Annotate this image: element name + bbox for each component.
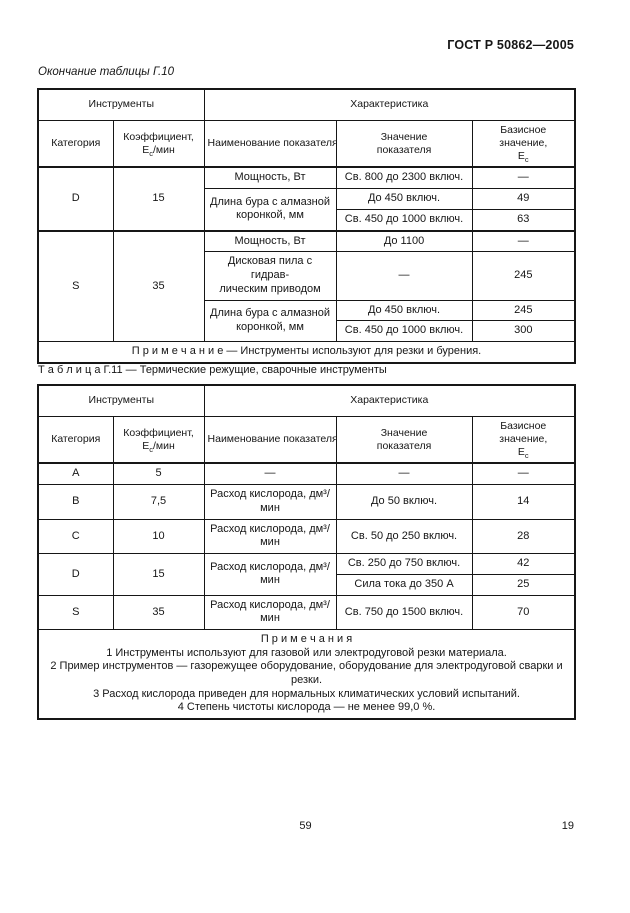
table-cell: 15 bbox=[112, 166, 205, 232]
header-base-value: Базисное значение, Ес bbox=[471, 120, 576, 169]
table-cell: — bbox=[335, 251, 473, 301]
table-g10-body: D 15 Мощность, Вт Св. 800 до 2300 включ. — Дл… bbox=[37, 166, 576, 364]
table-cell: Расход кислорода, дм³/мин bbox=[203, 553, 337, 596]
table-cell: — bbox=[203, 462, 337, 486]
table-cell: Св. 450 до 1000 включ. bbox=[335, 320, 473, 343]
table-g10: Инструменты Характеристика Категория Коэ… bbox=[37, 88, 577, 364]
table-cell: 63 bbox=[471, 208, 576, 232]
table-cell: 28 bbox=[471, 518, 576, 555]
doc-number: ГОСТ Р 50862—2005 bbox=[447, 38, 574, 52]
table-cell: Св. 750 до 1500 включ. bbox=[335, 594, 473, 631]
table-cell: 35 bbox=[112, 594, 205, 631]
coefficient-unit: Ес/мин bbox=[142, 439, 175, 454]
table-cell: S bbox=[37, 594, 114, 631]
table-g11: Инструменты Характеристика Категория Коэ… bbox=[37, 384, 577, 720]
table-cell: — bbox=[471, 166, 576, 190]
table-cell: 10 bbox=[112, 518, 205, 555]
table-g10-continuation-caption: Окончание таблицы Г.10 bbox=[38, 66, 175, 78]
base-value-label: Базисное значение, bbox=[499, 124, 548, 150]
table-cell: Св. 50 до 250 включ. bbox=[335, 518, 473, 555]
header-characteristic: Характеристика bbox=[203, 88, 576, 121]
table-cell: 15 bbox=[112, 553, 205, 596]
table-g11-caption: Т а б л и ц а Г.11 — Термические режущие… bbox=[38, 364, 387, 376]
base-value-symbol: Ес bbox=[517, 446, 529, 461]
table-cell: Расход кислорода, дм³/мин bbox=[203, 518, 337, 555]
table-cell: Св. 450 до 1000 включ. bbox=[335, 208, 473, 232]
value-label-line2: показателя bbox=[376, 439, 432, 452]
header-base-value: Базисное значение, Ес bbox=[471, 416, 576, 465]
table-cell: 245 bbox=[471, 299, 576, 322]
page-number-center: 59 bbox=[299, 820, 312, 832]
header-indicator-name: Наименование показателя bbox=[203, 416, 338, 465]
table-cell: 35 bbox=[112, 229, 205, 343]
table-cell: D bbox=[37, 553, 114, 596]
header-coefficient: Коэффициент, Ес/мин bbox=[112, 416, 205, 465]
table-cell: 5 bbox=[112, 462, 205, 486]
header-indicator-value: Значение показателя bbox=[335, 416, 473, 465]
table-cell: Мощность, Вт bbox=[203, 229, 337, 253]
value-label-line1: Значение bbox=[380, 130, 428, 143]
table-cell: Дисковая пила с гидрав-лическим приводом bbox=[203, 251, 337, 301]
page-number-right: 19 bbox=[561, 820, 574, 832]
table-g11-body: A 5— — — B 7,5 Расход кислорода, дм³/мин До 50 … bbox=[37, 462, 576, 720]
header-indicator-name: Наименование показателя bbox=[203, 120, 338, 169]
table-cell: 42 bbox=[471, 553, 576, 575]
table-cell: D bbox=[37, 166, 114, 232]
table-cell: До 1100 bbox=[335, 229, 473, 253]
table-cell: 49 bbox=[471, 188, 576, 210]
value-label-line2: показателя bbox=[376, 143, 432, 156]
header-indicator-value: Значение показателя bbox=[335, 120, 473, 169]
table-g10-header: Инструменты Характеристика Категория Коэ… bbox=[37, 88, 576, 169]
table-cell: Мощность, Вт bbox=[203, 166, 337, 190]
table-cell: — bbox=[335, 462, 473, 486]
table-cell: S bbox=[37, 229, 114, 343]
table-cell: Длина бура с алмазной коронкой, мм bbox=[203, 188, 337, 232]
header-instruments: Инструменты bbox=[37, 88, 205, 121]
header-category: Категория bbox=[37, 416, 114, 465]
coefficient-unit: Ес/мин bbox=[142, 143, 175, 158]
value-label-line1: Значение bbox=[380, 426, 428, 439]
header-coefficient: Коэффициент, Ес/мин bbox=[112, 120, 205, 169]
coefficient-label: Коэффициент, bbox=[123, 130, 194, 143]
table-cell: 300 bbox=[471, 320, 576, 343]
table-cell: C bbox=[37, 518, 114, 555]
header-characteristic: Характеристика bbox=[203, 384, 576, 417]
table-cell: — bbox=[471, 229, 576, 253]
table-cell: — bbox=[471, 462, 576, 486]
table-cell: До 50 включ. bbox=[335, 484, 473, 520]
table-note-cell: П р и м е ч а н и е — Инструменты исполь… bbox=[37, 341, 576, 364]
table-cell: Расход кислорода, дм³/мин bbox=[203, 594, 337, 631]
table-cell: До 450 включ. bbox=[335, 188, 473, 210]
table-cell: Расход кислорода, дм³/мин bbox=[203, 484, 337, 520]
header-instruments: Инструменты bbox=[37, 384, 205, 417]
table-cell: 14 bbox=[471, 484, 576, 520]
table-cell: До 450 включ. bbox=[335, 299, 473, 322]
table-cell: Св. 800 до 2300 включ. bbox=[335, 166, 473, 190]
table-cell: A bbox=[37, 462, 114, 486]
table-cell: Сила тока до 350 А bbox=[335, 573, 473, 596]
base-value-symbol: Ес bbox=[517, 150, 529, 165]
table-cell: 25 bbox=[471, 573, 576, 596]
table-cell: 7,5 bbox=[112, 484, 205, 520]
base-value-label: Базисное значение, bbox=[499, 420, 548, 446]
table-cell: 70 bbox=[471, 594, 576, 631]
coefficient-label: Коэффициент, bbox=[123, 426, 194, 439]
table-cell: Св. 250 до 750 включ. bbox=[335, 553, 473, 575]
table-cell: Длина бура с алмазной коронкой, мм bbox=[203, 299, 337, 343]
header-category: Категория bbox=[37, 120, 114, 169]
table-cell: 245 bbox=[471, 251, 576, 301]
table-g11-header: Инструменты Характеристика Категория Коэ… bbox=[37, 384, 576, 465]
table-cell: B bbox=[37, 484, 114, 520]
